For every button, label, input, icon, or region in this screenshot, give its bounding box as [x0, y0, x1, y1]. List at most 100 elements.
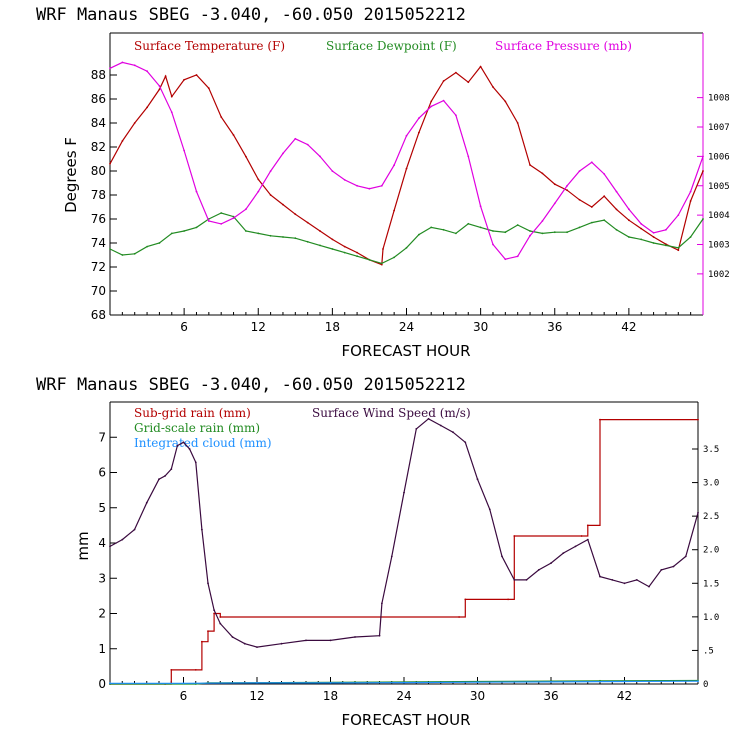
- top-point-surface-pressure-mb: [652, 231, 655, 234]
- top-point-surface-temperature-f: [195, 74, 198, 76]
- bottom-point-sub-grid-rain-mm: [464, 598, 467, 601]
- top-point-surface-pressure-mb: [529, 234, 531, 237]
- top-point-surface-dewpoint-f: [541, 232, 544, 235]
- top-x-tick-label: 30: [473, 320, 488, 334]
- top-y-tick-label: 84: [91, 116, 106, 130]
- top-y-axis-label: Degrees F: [62, 137, 80, 213]
- bottom-point-sub-grid-rain-mm: [507, 598, 509, 601]
- top-point-surface-pressure-mb: [158, 85, 161, 87]
- top-point-surface-temperature-f: [331, 238, 334, 241]
- top-point-surface-temperature-f: [164, 75, 167, 78]
- top-point-surface-dewpoint-f: [640, 238, 643, 241]
- bottom-series-surface-wind-speed-m-s: [109, 418, 699, 648]
- bottom-point-surface-wind-speed-m-s: [427, 417, 430, 420]
- top-point-surface-temperature-f: [689, 200, 692, 202]
- bottom-point-surface-wind-speed-m-s: [648, 585, 650, 588]
- bottom-point-surface-wind-speed-m-s: [121, 538, 124, 541]
- bottom-point-surface-wind-speed-m-s: [378, 634, 381, 637]
- top-point-surface-dewpoint-f: [269, 234, 272, 237]
- top-point-surface-dewpoint-f: [306, 240, 309, 243]
- top-point-surface-temperature-f: [640, 227, 643, 230]
- bottom-point-surface-wind-speed-m-s: [145, 501, 148, 504]
- top-point-surface-dewpoint-f: [590, 221, 593, 224]
- top-y2-tick-label: 1003: [708, 241, 730, 251]
- bottom-point-integrated-cloud-mm: [256, 682, 258, 684]
- bottom-y-tick-label: 1: [98, 642, 106, 656]
- top-point-surface-temperature-f: [652, 236, 655, 238]
- top-point-surface-pressure-mb: [109, 67, 111, 70]
- top-point-surface-pressure-mb: [380, 184, 383, 187]
- top-point-surface-pressure-mb: [628, 208, 630, 211]
- bottom-point-sub-grid-rain-mm: [697, 418, 699, 421]
- top-point-surface-pressure-mb: [702, 155, 704, 158]
- bottom-y-tick-label: 7: [98, 430, 106, 444]
- bottom-point-surface-wind-speed-m-s: [390, 555, 393, 558]
- bottom-y-tick-label: 6: [98, 466, 106, 480]
- bottom-x-tick-label: 42: [617, 689, 632, 703]
- top-point-surface-temperature-f: [343, 245, 346, 248]
- top-point-surface-temperature-f: [306, 221, 309, 224]
- top-point-surface-dewpoint-f: [343, 251, 346, 254]
- top-y2-tick-label: 1006: [708, 152, 730, 162]
- top-point-surface-dewpoint-f: [294, 237, 297, 240]
- legend-surface-pressure: Surface Pressure (mb): [495, 39, 632, 53]
- top-point-surface-temperature-f: [405, 167, 408, 170]
- top-point-surface-pressure-mb: [553, 202, 556, 205]
- bottom-point-sub-grid-rain-mm: [513, 535, 516, 537]
- top-point-surface-dewpoint-f: [516, 224, 519, 226]
- top-y-tick-label: 76: [91, 212, 106, 226]
- top-point-surface-pressure-mb: [294, 137, 297, 140]
- top-point-surface-pressure-mb: [170, 111, 173, 114]
- top-point-surface-temperature-f: [319, 230, 321, 232]
- top-point-surface-dewpoint-f: [418, 233, 420, 236]
- top-point-surface-dewpoint-f: [442, 228, 445, 231]
- top-point-surface-dewpoint-f: [282, 236, 284, 238]
- top-point-surface-dewpoint-f: [183, 230, 186, 232]
- top-point-surface-pressure-mb: [677, 214, 680, 217]
- bottom-point-surface-wind-speed-m-s: [231, 636, 234, 638]
- bottom-point-surface-wind-speed-m-s: [354, 636, 356, 638]
- bottom-y2-tick-label: 3.0: [703, 479, 719, 489]
- top-y-tick-label: 86: [91, 92, 106, 106]
- top-point-surface-temperature-f: [566, 189, 568, 192]
- bottom-point-surface-wind-speed-m-s: [188, 448, 191, 450]
- bottom-point-surface-wind-speed-m-s: [525, 579, 528, 581]
- bottom-x-tick-label: 30: [470, 689, 485, 703]
- top-point-surface-temperature-f: [467, 81, 470, 84]
- top-point-surface-temperature-f: [207, 87, 210, 90]
- top-point-surface-dewpoint-f: [628, 236, 630, 238]
- top-point-surface-dewpoint-f: [405, 246, 408, 249]
- bottom-y-axis-label: mm: [74, 531, 92, 560]
- top-point-surface-dewpoint-f: [689, 236, 692, 238]
- bottom-point-integrated-cloud-mm: [109, 682, 111, 685]
- top-point-surface-dewpoint-f: [455, 232, 457, 235]
- top-y-tick-label: 74: [91, 236, 106, 250]
- top-point-surface-dewpoint-f: [553, 231, 556, 234]
- top-point-surface-temperature-f: [183, 78, 186, 81]
- bottom-point-integrated-cloud-mm: [403, 681, 405, 684]
- bottom-point-surface-wind-speed-m-s: [176, 444, 179, 447]
- top-point-surface-pressure-mb: [516, 255, 519, 258]
- top-point-surface-pressure-mb: [689, 190, 692, 193]
- top-point-surface-pressure-mb: [319, 155, 321, 158]
- top-point-surface-temperature-f: [382, 248, 384, 250]
- bottom-point-surface-wind-speed-m-s: [660, 569, 663, 571]
- bottom-y-tick-label: 4: [98, 536, 106, 550]
- top-point-surface-temperature-f: [615, 208, 618, 211]
- top-point-surface-dewpoint-f: [652, 242, 655, 244]
- top-x-tick-label: 12: [251, 320, 266, 334]
- top-y2-tick-label: 1008: [708, 94, 730, 104]
- bottom-series-sub-grid-rain-mm: [110, 419, 698, 685]
- top-y2-tick-label: 1007: [708, 123, 730, 133]
- bottom-point-integrated-cloud-mm: [329, 682, 332, 684]
- top-point-surface-temperature-f: [529, 164, 531, 166]
- bottom-x-tick-label: 18: [323, 689, 338, 703]
- top-point-surface-dewpoint-f: [578, 226, 581, 229]
- bottom-point-integrated-cloud-mm: [182, 682, 185, 685]
- bottom-x-tick-label: 6: [180, 689, 188, 703]
- bottom-point-sub-grid-rain-mm: [586, 524, 589, 527]
- top-point-surface-dewpoint-f: [133, 252, 136, 255]
- bottom-point-surface-wind-speed-m-s: [684, 555, 687, 558]
- bottom-point-integrated-cloud-mm: [550, 681, 552, 683]
- bottom-y2-tick-label: 1.0: [703, 613, 719, 623]
